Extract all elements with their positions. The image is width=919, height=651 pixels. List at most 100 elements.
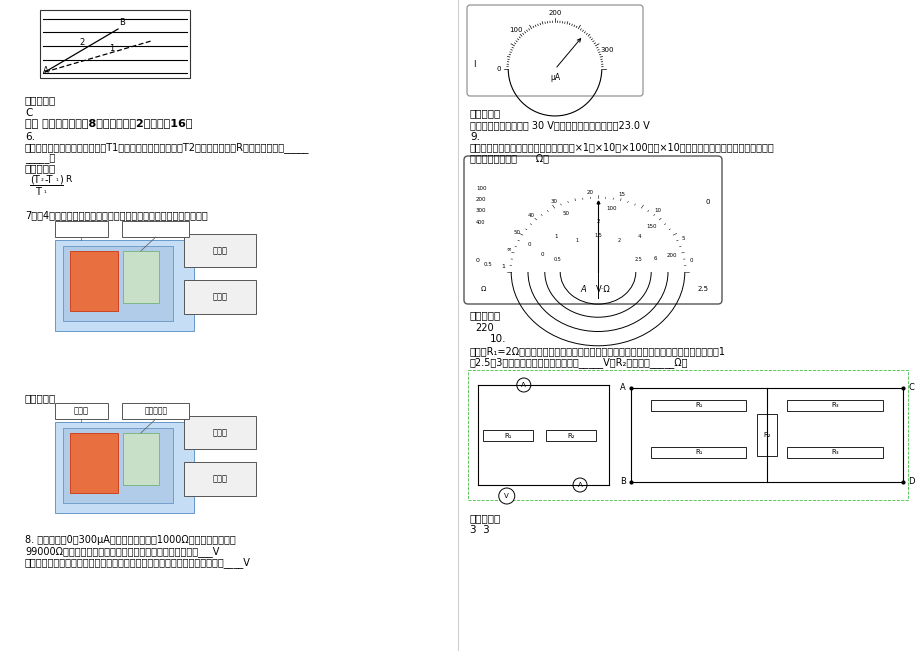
Text: 150: 150 — [646, 224, 656, 229]
Text: R₁: R₁ — [504, 432, 511, 439]
Text: 0.5: 0.5 — [553, 257, 561, 262]
FancyBboxPatch shape — [463, 156, 721, 304]
Text: 50: 50 — [513, 230, 520, 234]
Text: 4: 4 — [638, 234, 641, 239]
Text: 蒸汽发生器: 蒸汽发生器 — [144, 406, 167, 415]
Bar — [184, 415, 255, 449]
Bar — [62, 428, 173, 503]
Text: 1: 1 — [109, 44, 115, 53]
Text: 1.5: 1.5 — [594, 233, 601, 238]
Bar — [122, 251, 159, 303]
Bar — [468, 370, 907, 500]
Text: 40: 40 — [528, 213, 535, 218]
Text: 220: 220 — [474, 323, 494, 333]
Text: 1: 1 — [554, 234, 557, 239]
Text: 400: 400 — [475, 221, 485, 225]
Text: 30: 30 — [550, 199, 557, 204]
Text: 参考答案：: 参考答案： — [25, 393, 56, 403]
Text: ): ) — [59, 175, 62, 185]
Text: 发电机: 发电机 — [212, 428, 227, 437]
Bar — [40, 10, 190, 78]
Text: ₁: ₁ — [56, 176, 59, 182]
Text: (T: (T — [30, 175, 40, 185]
Text: B: B — [119, 18, 125, 27]
Text: 发电机: 发电机 — [212, 246, 227, 255]
Text: Ω: Ω — [480, 286, 485, 292]
Text: 2.5: 2.5 — [634, 257, 641, 262]
Bar — [70, 433, 118, 493]
Text: 99000Ω的电阻，将它改装成电压表，改装后电压表的量程为___V: 99000Ω的电阻，将它改装成电压表，改装后电压表的量程为___V — [25, 546, 219, 557]
Bar — [756, 414, 776, 456]
Text: B: B — [619, 477, 625, 486]
Bar — [55, 422, 194, 513]
Text: 200: 200 — [548, 10, 562, 16]
Text: 参考答案：: 参考答案： — [470, 108, 501, 118]
Text: 0: 0 — [475, 258, 480, 263]
Text: ，用它来测量一段电路两端的电压时，表盘指针如图，这段电路两端的电压是____V: ，用它来测量一段电路两端的电压时，表盘指针如图，这段电路两端的电压是____V — [25, 557, 251, 568]
Text: T: T — [35, 187, 40, 197]
Text: 2: 2 — [79, 38, 85, 48]
Text: A: A — [580, 285, 585, 294]
Text: 7．（4分）下图是核电站发电流程示意图，请填写相应装置的名称。: 7．（4分）下图是核电站发电流程示意图，请填写相应装置的名称。 — [25, 210, 208, 220]
Text: 参考答案：: 参考答案： — [25, 95, 56, 105]
Text: _____。: _____。 — [25, 153, 55, 163]
Text: 参考答案：: 参考答案： — [470, 513, 501, 523]
Text: 0: 0 — [705, 199, 709, 205]
Text: 反应堆: 反应堆 — [74, 406, 89, 415]
Text: 10.: 10. — [490, 334, 506, 344]
Text: D: D — [907, 477, 913, 486]
FancyBboxPatch shape — [467, 5, 642, 96]
Text: 50: 50 — [562, 211, 569, 216]
Text: 0.5: 0.5 — [483, 262, 492, 268]
Bar — [62, 246, 173, 322]
Text: 10: 10 — [654, 208, 661, 214]
Text: -T: -T — [45, 175, 53, 185]
Text: 1: 1 — [501, 264, 505, 269]
Text: 0: 0 — [688, 258, 692, 264]
Text: 二、 填空题：本题共8小题，每小题2分，共计16分: 二、 填空题：本题共8小题，每小题2分，共计16分 — [25, 118, 192, 128]
Text: R₂: R₂ — [762, 432, 770, 438]
Text: 汽轮机: 汽轮机 — [212, 293, 227, 302]
Circle shape — [573, 478, 586, 492]
Text: 20: 20 — [585, 190, 593, 195]
Text: R₂: R₂ — [566, 432, 574, 439]
Bar — [184, 234, 255, 268]
Text: 2: 2 — [618, 238, 620, 243]
Bar — [651, 447, 745, 458]
Text: 0: 0 — [527, 242, 530, 247]
Text: 5: 5 — [681, 236, 684, 241]
Circle shape — [498, 488, 515, 504]
Bar — [122, 433, 159, 485]
Text: 100: 100 — [508, 27, 522, 33]
Text: 0: 0 — [496, 66, 501, 72]
Text: 、2.5和3，请你帮助它确定电源电压是_____V，R₂的电阻是_____Ω。: 、2.5和3，请你帮助它确定电源电压是_____V，R₂的电阻是_____Ω。 — [470, 357, 687, 368]
Bar — [482, 430, 532, 441]
Bar — [122, 403, 189, 419]
Bar — [184, 462, 255, 496]
Text: 3  3: 3 3 — [470, 525, 489, 535]
Text: 200: 200 — [475, 197, 486, 202]
Text: A: A — [43, 66, 49, 75]
Text: R₃: R₃ — [830, 449, 838, 455]
Text: 如图，R₁=2Ω，小明在实验中记录三只电表的读数时，不慎漏记了单位，记下了一组数据是1: 如图，R₁=2Ω，小明在实验中记录三只电表的读数时，不慎漏记了单位，记下了一组数… — [470, 346, 725, 356]
Text: 有一单摆，在山脚下测得周期为T1，移到山顶测得周期为了T2，设地球半径为R，则山的高度为_____: 有一单摆，在山脚下测得周期为T1，移到山顶测得周期为了T2，设地球半径为R，则山… — [25, 142, 309, 153]
Text: 则该电阻的阻值是      Ω。: 则该电阻的阻值是 Ω。 — [470, 153, 549, 163]
Text: V·Ω: V·Ω — [595, 285, 609, 294]
Bar — [787, 447, 881, 458]
Text: 6.: 6. — [25, 132, 35, 142]
Text: A: A — [619, 383, 625, 393]
Bar — [55, 221, 108, 237]
Bar — [55, 240, 194, 331]
Text: R: R — [65, 175, 71, 184]
Bar — [55, 403, 108, 419]
Text: 9.: 9. — [470, 132, 480, 142]
Bar — [651, 400, 745, 411]
Text: 1: 1 — [574, 238, 577, 243]
Text: 100: 100 — [606, 206, 616, 211]
Text: 15: 15 — [618, 193, 625, 197]
Text: I: I — [472, 60, 475, 69]
Text: 参考答案：: 参考答案： — [470, 310, 501, 320]
Text: ∞: ∞ — [505, 246, 510, 251]
Text: μA: μA — [550, 73, 560, 82]
Text: ₂: ₂ — [41, 176, 44, 182]
